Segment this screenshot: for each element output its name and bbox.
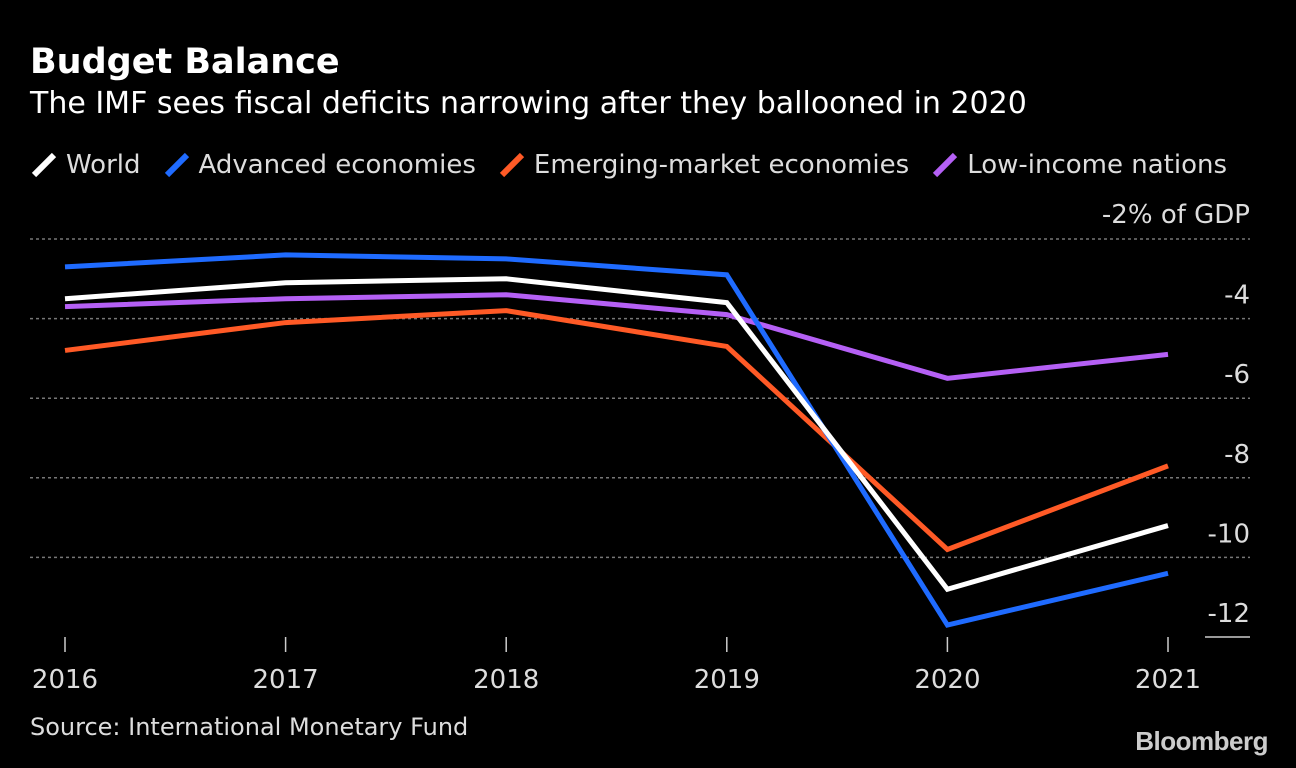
x-tick-label: 2018 bbox=[473, 665, 539, 695]
legend-label: Low-income nations bbox=[967, 150, 1228, 180]
source-note: Source: International Monetary Fund bbox=[30, 713, 469, 741]
x-tick-label: 2021 bbox=[1135, 665, 1201, 695]
chart-subtitle: The IMF sees fiscal deficits narrowing a… bbox=[30, 86, 1027, 121]
series-line-low-income-nations bbox=[64, 292, 1169, 381]
y-tick-label: -10 bbox=[1208, 519, 1250, 549]
x-tick-label: 2016 bbox=[32, 665, 98, 695]
bloomberg-logo: Bloomberg bbox=[1135, 726, 1268, 756]
legend-swatch-icon bbox=[499, 152, 525, 178]
y-tick-label: -12 bbox=[1208, 599, 1250, 629]
x-tick-label: 2019 bbox=[694, 665, 760, 695]
legend-item: Low-income nations bbox=[931, 150, 1227, 180]
legend-label: Advanced economies bbox=[198, 150, 476, 180]
legend-swatch-icon bbox=[31, 152, 57, 178]
legend-item: Advanced economies bbox=[163, 150, 476, 180]
legend: World Advanced economies Emerging-market e… bbox=[30, 150, 1227, 180]
legend-label: World bbox=[66, 150, 141, 180]
series-line-world bbox=[64, 276, 1169, 593]
legend-item: Emerging-market economies bbox=[498, 150, 909, 180]
series-line-advanced-economies bbox=[64, 252, 1169, 628]
x-tick-label: 2020 bbox=[914, 665, 980, 695]
y-tick-label: -8 bbox=[1224, 440, 1250, 470]
y-tick-label: -2% of GDP bbox=[1102, 200, 1250, 230]
x-tick-label: 2017 bbox=[253, 665, 319, 695]
legend-swatch-icon bbox=[164, 152, 189, 178]
series-line-emerging-market-economies bbox=[64, 308, 1169, 553]
y-tick-label: -4 bbox=[1224, 281, 1250, 311]
y-tick-label: -6 bbox=[1224, 360, 1250, 390]
chart-title: Budget Balance bbox=[30, 42, 340, 82]
legend-label: Emerging-market economies bbox=[533, 150, 910, 180]
legend-swatch-icon bbox=[933, 152, 958, 178]
legend-item: World bbox=[30, 150, 141, 180]
